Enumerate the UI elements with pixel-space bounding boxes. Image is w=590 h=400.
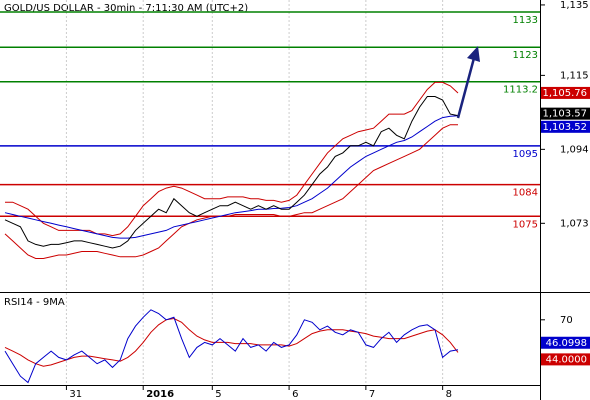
y-tick-label: 70	[560, 315, 573, 326]
x-tick-label: 7	[369, 389, 375, 400]
x-tick-label: 2016	[146, 389, 174, 400]
series-line	[4, 309, 459, 384]
last-value-label: 1,103.57	[542, 109, 587, 120]
last-value-box	[541, 86, 590, 99]
level-label: 1075	[513, 219, 538, 230]
level-label: 1113.2	[503, 85, 538, 96]
forecast-arrow	[456, 57, 476, 119]
level-label: 1084	[513, 188, 538, 199]
y-tick-label: 1,094	[560, 144, 589, 155]
y-tick-label: 1,135	[560, 0, 589, 11]
last-value-label: 46.0998	[546, 338, 587, 349]
last-value-box	[541, 120, 590, 133]
last-value-label: 44.0000	[546, 354, 587, 365]
y-tick-label: 1,115	[560, 70, 589, 81]
y-tick-label: 1,073	[560, 218, 589, 229]
last-value-box	[541, 353, 590, 366]
last-value-box	[541, 107, 590, 120]
last-value-box	[541, 336, 590, 349]
x-tick-label: 6	[292, 389, 298, 400]
x-tick-label: 5	[215, 389, 221, 400]
level-label: 1133	[513, 15, 538, 26]
series-line	[4, 124, 458, 259]
level-label: 1095	[513, 149, 538, 160]
series-line	[4, 96, 459, 249]
chart-title: GOLD/US DOLLAR - 30min - 7:11:30 AM (UTC…	[4, 3, 248, 14]
series-line	[4, 115, 459, 239]
x-tick-label: 31	[69, 389, 82, 400]
last-value-label: 1,103.52	[542, 122, 587, 133]
x-tick-label: 8	[446, 389, 452, 400]
last-value-label: 1,105.76	[542, 88, 587, 99]
indicator-title: RSI14 - 9MA	[4, 297, 65, 308]
arrow-head	[467, 46, 480, 62]
level-label: 1123	[513, 50, 538, 61]
